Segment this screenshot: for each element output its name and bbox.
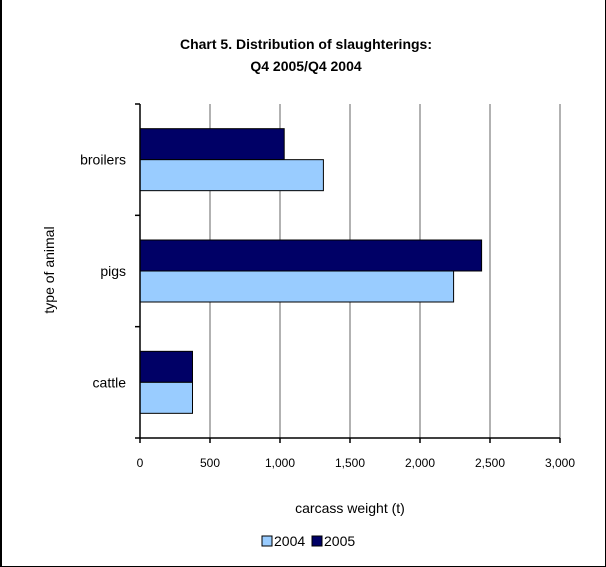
- x-tick-label: 1,000: [265, 456, 295, 470]
- x-axis-label: carcass weight (t): [295, 500, 405, 516]
- bar-cattle-2004: [139, 381, 193, 414]
- x-tick-label: 2,000: [405, 456, 435, 470]
- x-tick-label: 3,000: [545, 456, 575, 470]
- bars: [139, 128, 483, 414]
- legend-label-2005: 2005: [324, 533, 355, 549]
- chart-title-line-2: Q4 2005/Q4 2004: [250, 58, 362, 74]
- x-tick-label: 500: [200, 456, 220, 470]
- category-label-cattle: cattle: [93, 374, 127, 390]
- x-tick-label: 1,500: [335, 456, 365, 470]
- bar-pigs-2005: [139, 239, 483, 272]
- bar-cattle-2005: [139, 350, 193, 383]
- axes: [135, 103, 561, 443]
- chart-title-line-1: Chart 5. Distribution of slaughterings:: [180, 36, 432, 52]
- legend-label-2004: 2004: [274, 533, 305, 549]
- bar-broilers-2004: [139, 159, 324, 192]
- category-label-pigs: pigs: [100, 263, 126, 279]
- y-axis-label: type of animal: [41, 226, 57, 313]
- legend-swatch-2004: [261, 535, 273, 547]
- bar-broilers-2005: [139, 128, 285, 161]
- category-labels: broilers pigs cattle: [80, 152, 126, 391]
- bar-pigs-2004: [139, 270, 455, 303]
- category-label-broilers: broilers: [80, 152, 126, 168]
- x-tick-labels: 0 500 1,000 1,500 2,000 2,500 3,000: [137, 456, 576, 470]
- legend-swatch-2005: [311, 535, 323, 547]
- legend: 2004 2005: [261, 533, 355, 549]
- x-tick-label: 0: [137, 456, 144, 470]
- x-tick-label: 2,500: [475, 456, 505, 470]
